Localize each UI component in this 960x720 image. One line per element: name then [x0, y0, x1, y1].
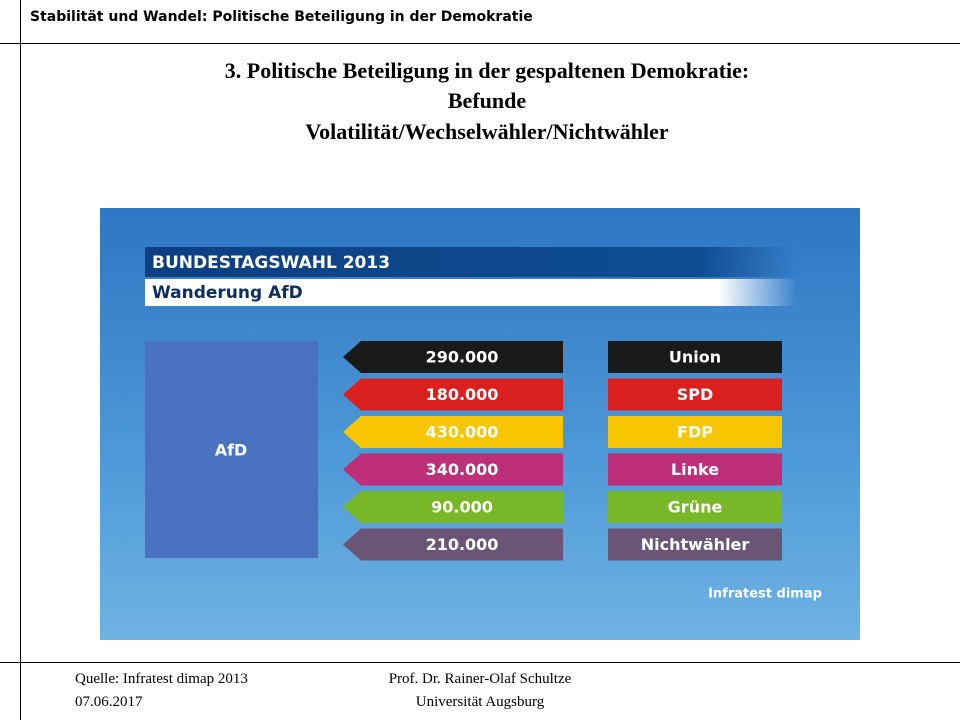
slide-title: Volatilität/Wechselwähler/Nichtwähler [305, 119, 669, 144]
slide-title: 3. Politische Beteiligung in der gespalt… [224, 58, 750, 83]
flow-arrow [343, 378, 563, 411]
footer-source: Quelle: Infratest dimap 2013 [75, 671, 248, 687]
slide-title: Befunde [447, 88, 527, 113]
party-label: SPD [677, 385, 714, 404]
banner [145, 247, 797, 277]
party-box [608, 341, 782, 373]
flow-arrow [343, 416, 563, 448]
party-box [608, 453, 782, 486]
flow-amount: 210.000 [426, 535, 499, 554]
flow-amount: 430.000 [426, 423, 499, 442]
party-label: FDP [677, 423, 713, 442]
infographic: BUNDESTAGSWAHL 2013 Wanderung AfD AfD In… [100, 208, 860, 640]
vertical-rule [20, 0, 21, 720]
subbanner-title: Wanderung AfD [152, 283, 303, 303]
flow-amount: 90.000 [431, 498, 493, 517]
party-box [608, 416, 782, 448]
party-label: Nichtwähler [641, 535, 750, 554]
party-box [608, 491, 782, 523]
header-rule [0, 43, 960, 44]
party-box [608, 378, 782, 411]
footer-date: 07.06.2017 [75, 694, 143, 710]
flow-arrow [343, 491, 563, 523]
afd-label: AfD [215, 441, 248, 460]
footer-institution: Universität Augsburg [415, 694, 545, 710]
flow-amount: 290.000 [426, 348, 499, 367]
party-label: Grüne [668, 498, 723, 517]
flow-amount: 340.000 [426, 460, 499, 479]
flow-amount: 180.000 [426, 385, 499, 404]
party-label: Linke [671, 460, 719, 479]
footer-author: Prof. Dr. Rainer-Olaf Schultze [388, 671, 572, 687]
subbanner [145, 279, 797, 306]
party-label: Union [669, 348, 721, 367]
banner-title: BUNDESTAGSWAHL 2013 [152, 253, 390, 273]
flow-arrow [343, 528, 563, 561]
afd-box [145, 341, 318, 558]
flow-arrow [343, 341, 563, 373]
flow-arrow [343, 453, 563, 486]
party-box [608, 528, 782, 561]
header-title: Stabilität und Wandel: Politische Beteil… [30, 9, 533, 25]
source-label: Infratest dimap [708, 587, 822, 602]
footer-rule [0, 662, 960, 663]
